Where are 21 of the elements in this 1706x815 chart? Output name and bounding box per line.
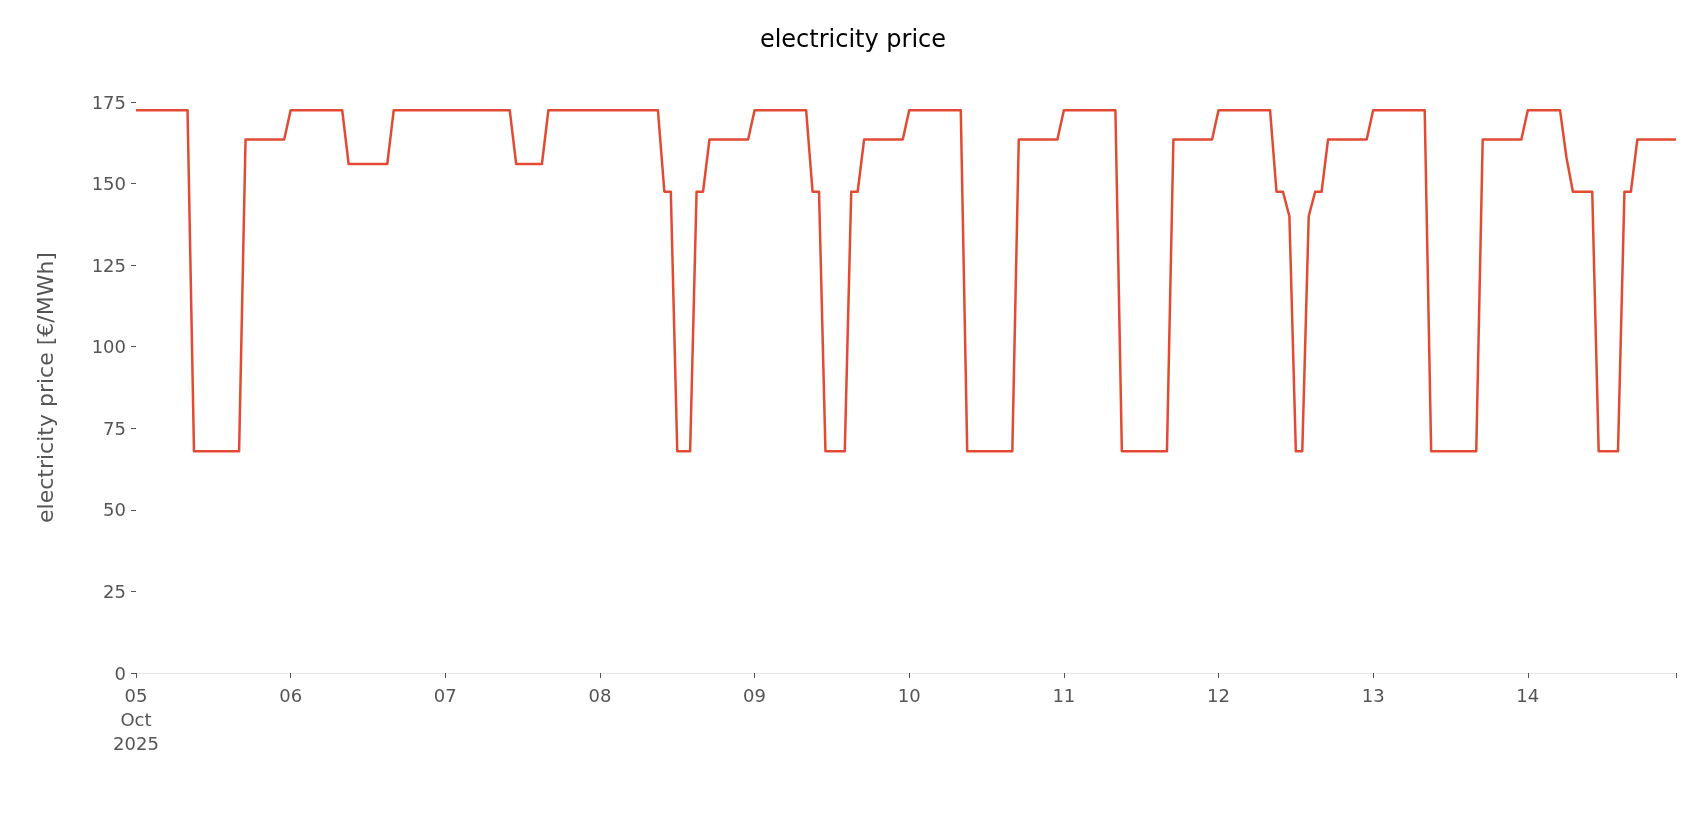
chart-title: electricity price bbox=[759, 25, 947, 53]
y-tick-label: 0 bbox=[114, 662, 126, 684]
x-tick-label: 11 bbox=[1052, 684, 1076, 706]
y-tick-label: 150 bbox=[91, 173, 126, 195]
x-tick-label: 13 bbox=[1361, 684, 1385, 706]
x-tick-label: 09 bbox=[743, 684, 767, 706]
x-tick-label: 10 bbox=[897, 684, 921, 706]
y-tick-label: 75 bbox=[103, 417, 126, 439]
x-tick-label: 05 Oct 2025 bbox=[113, 684, 159, 754]
x-tick-label: 06 bbox=[279, 684, 303, 706]
x-tick-label: 12 bbox=[1207, 684, 1230, 706]
y-tick-label: 175 bbox=[91, 91, 126, 113]
x-tick-label: 14 bbox=[1516, 684, 1540, 706]
y-axis-title: electricity price [€/MWh] bbox=[32, 252, 58, 523]
y-tick-label: 125 bbox=[91, 254, 126, 276]
line-series bbox=[134, 108, 1678, 453]
y-tick-label: 100 bbox=[91, 336, 126, 358]
x-tick-label: 08 bbox=[588, 684, 612, 706]
x-tick-label: 07 bbox=[433, 684, 457, 706]
y-tick-label: 50 bbox=[103, 499, 126, 521]
y-tick-label: 25 bbox=[103, 580, 126, 602]
